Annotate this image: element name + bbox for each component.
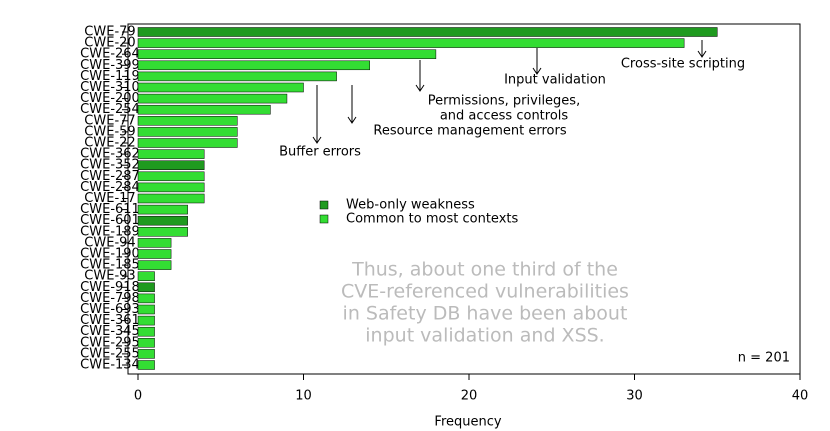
bar [137,149,205,159]
n-label: n = 201 [738,351,790,366]
bar [137,38,685,48]
y-tick-label: CWE-79 [84,25,135,40]
x-tick-label: 40 [792,389,809,404]
bar [137,93,288,104]
y-tick-label: CWE-287 [80,169,140,184]
y-tick-label: CWE-295 [80,335,140,350]
bar [137,82,304,93]
legend-label: Web-only weakness [346,198,475,213]
arrow-head [697,50,707,58]
y-tick-label: CWE-189 [80,224,140,239]
y-tick-label: CWE-17 [84,191,135,206]
y-tick-label: CWE-284 [80,180,140,195]
arrow-head [347,116,357,124]
bar [137,349,155,359]
y-tick-label: CWE-254 [80,102,140,117]
bar [137,360,155,370]
y-tick-label: CWE-190 [80,247,140,262]
bar [137,193,205,204]
x-tick-label: 20 [461,389,478,404]
bar [137,227,188,237]
y-tick-label: CWE-918 [80,280,140,295]
annotation: Buffer errors [279,145,361,160]
annotation: Resource management errors [373,124,566,139]
note: in Safety DB have been about [343,303,628,325]
y-tick-label: CWE-345 [80,324,140,339]
bar [137,160,205,170]
bar [137,215,188,226]
y-tick-label: CWE-20 [84,36,135,51]
bar [137,60,370,71]
y-tick-label: CWE-119 [80,69,140,84]
annotation: Cross-site scripting [621,57,745,72]
y-tick-label: CWE-361 [80,313,140,328]
bar [137,182,205,193]
y-tick-label: CWE-94 [84,235,135,250]
bar [137,204,188,215]
y-tick-label: CWE-134 [80,358,140,373]
bar [137,249,172,259]
x-axis-label: Frequency [434,415,501,430]
bar [137,326,155,337]
y-tick-label: CWE-362 [80,147,140,162]
bar [137,49,437,59]
y-tick-label: CWE-255 [80,346,140,361]
note: Thus, about one third of the [351,259,618,281]
y-tick-label: CWE-601 [80,213,140,228]
arrow-head [415,84,425,92]
annotation: Permissions, privileges, [428,94,580,109]
bar [137,282,155,293]
legend-label: Common to most contexts [346,212,518,227]
y-tick-label: CWE-399 [80,58,140,73]
bar [137,238,172,248]
y-tick-label: CWE-200 [80,91,140,106]
bar [137,127,238,137]
y-tick-label: CWE-185 [80,258,140,273]
note: input validation and XSS. [365,325,604,347]
x-tick-label: 0 [134,389,142,404]
y-tick-label: CWE-611 [80,202,140,217]
legend-swatch [319,214,329,224]
y-tick-label: CWE-352 [80,158,140,173]
bar [137,27,718,37]
bar [137,304,155,315]
arrow-head [532,67,542,75]
x-tick-label: 10 [295,389,312,404]
y-tick-label: CWE-93 [84,269,135,284]
bar [137,315,155,326]
y-tick-label: CWE-59 [84,124,135,139]
bar [137,271,155,281]
y-tick-label: CWE-77 [84,113,135,128]
y-tick-label: CWE-693 [80,302,140,317]
bar [137,171,205,182]
bar [137,71,337,82]
annotation: and access controls [440,109,569,124]
annotation: Input validation [504,73,606,88]
note: CVE-referenced vulnerabilities [341,281,629,303]
legend-swatch [319,200,329,210]
bar [137,338,155,348]
y-tick-label: CWE-264 [80,47,140,62]
bar [137,260,172,270]
y-tick-label: CWE-310 [80,80,140,95]
bar [137,293,155,304]
bar [137,104,271,115]
bar [137,138,238,148]
y-tick-label: CWE-22 [84,136,135,151]
y-tick-label: CWE-798 [80,291,140,306]
bar [137,116,238,126]
x-tick-label: 30 [626,389,643,404]
arrow-head [312,136,322,144]
